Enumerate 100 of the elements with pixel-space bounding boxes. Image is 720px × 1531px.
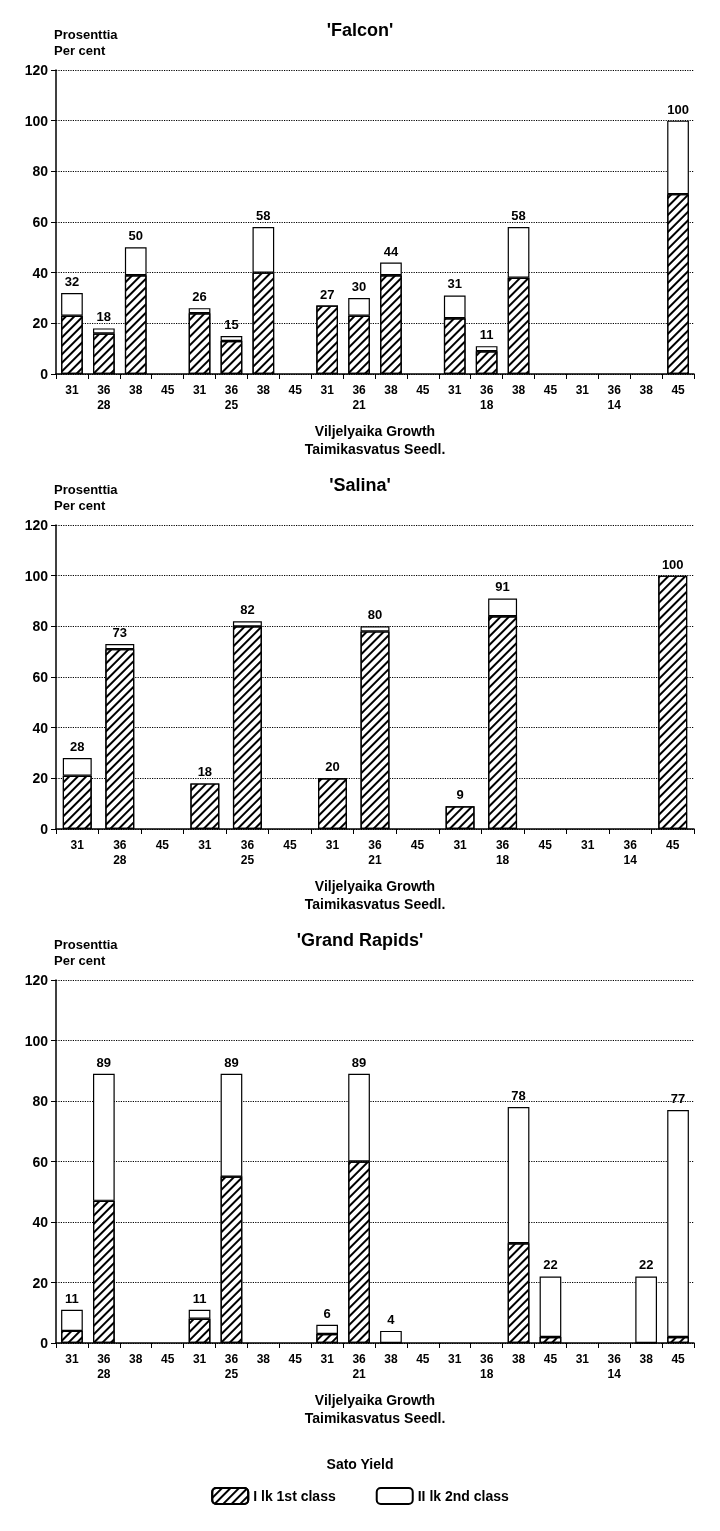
total-label: 82	[240, 602, 255, 618]
x-tick-label: 36 14	[607, 382, 622, 412]
y-tick-label: 100	[24, 1032, 49, 1049]
total-label: 26	[192, 289, 207, 305]
x-tick-label: 45	[416, 1351, 430, 1366]
y-tick-label: 20	[32, 770, 49, 787]
y-tick-label: 0	[40, 366, 49, 382]
x-tick-label: 31	[453, 837, 468, 852]
total-label: 11	[479, 327, 494, 343]
y-axis-title: Prosenttia Per cent	[54, 936, 119, 968]
x-tick-label: 36 25	[224, 382, 239, 412]
total-label: 44	[383, 243, 399, 259]
y-tick-label: 120	[24, 62, 49, 78]
total-label: 30	[351, 279, 367, 294]
x-tick-label: 31	[70, 837, 85, 852]
x-tick-label: 31	[575, 1351, 590, 1366]
y-tick-label: 0	[40, 821, 49, 837]
x-tick-label: 31	[580, 837, 595, 852]
y-tick-label: 100	[24, 112, 49, 129]
x-tick-label: 36 25	[240, 837, 255, 867]
x-tick-label: 36 28	[113, 837, 127, 867]
x-tick-label: 36 28	[97, 1351, 111, 1381]
x-tick-label: 38	[639, 382, 654, 397]
x-tick-label: 45	[160, 382, 175, 397]
x-tick-label: 45	[543, 1351, 558, 1366]
x-tick-label: 31	[320, 1351, 335, 1366]
x-tick-label: 31	[65, 382, 79, 397]
x-tick-label: 38	[129, 382, 143, 397]
total-label: 89	[224, 1054, 239, 1070]
x-tick-label: 31	[325, 837, 340, 852]
y-tick-label: 120	[24, 972, 49, 988]
x-tick-label: 36 14	[607, 1351, 622, 1381]
legend-title: Sato Yield	[326, 1456, 394, 1472]
y-tick-label: 120	[24, 517, 49, 533]
x-tick-label: 36 18	[479, 1351, 494, 1381]
x-tick-label: 45	[416, 382, 430, 397]
x-axis-title: Viljelyaika Growth Taimikasvatus Seedl.	[304, 1392, 446, 1426]
x-tick-label: 36 25	[224, 1351, 239, 1381]
x-tick-label: 36 18	[495, 837, 510, 867]
total-label: 91	[495, 579, 510, 595]
y-tick-label: 0	[40, 1335, 49, 1351]
total-label: 11	[192, 1290, 207, 1306]
x-tick-label: 45	[671, 1351, 686, 1366]
total-label: 89	[96, 1054, 112, 1070]
x-axis-title: Viljelyaika Growth Taimikasvatus Seedl.	[304, 878, 446, 912]
y-tick-label: 100	[24, 567, 49, 584]
x-tick-label: 45	[288, 382, 303, 397]
x-tick-label: 31	[575, 382, 590, 397]
total-label: 32	[64, 273, 80, 289]
x-tick-label: 45	[671, 382, 686, 397]
total-label: 28	[70, 739, 85, 755]
total-label: 77	[670, 1091, 686, 1107]
x-tick-label: 38	[639, 1351, 654, 1366]
x-axis-title: Viljelyaika Growth Taimikasvatus Seedl.	[304, 423, 446, 457]
total-label: 9	[456, 787, 464, 803]
chart-title: 'Salina'	[329, 475, 391, 495]
x-tick-label: 31	[192, 1351, 207, 1366]
y-tick-label: 40	[32, 1214, 49, 1230]
total-label: 4	[387, 1311, 396, 1327]
x-tick-label: 45	[538, 837, 553, 852]
total-label: 58	[256, 208, 271, 224]
total-label: 11	[65, 1290, 79, 1306]
x-tick-label: 31	[448, 1351, 462, 1366]
total-label: 22	[638, 1257, 654, 1273]
x-tick-label: 45	[155, 837, 170, 852]
y-tick-label: 80	[32, 163, 49, 180]
total-label: 58	[511, 208, 526, 224]
y-axis-title: Prosenttia Per cent	[54, 481, 119, 513]
y-tick-label: 60	[32, 1153, 49, 1170]
x-tick-label: 36 21	[368, 837, 382, 867]
y-axis-title: Prosenttia Per cent	[54, 26, 119, 58]
x-tick-label: 36 14	[623, 837, 638, 867]
y-tick-label: 80	[32, 1093, 49, 1109]
x-tick-label: 38	[384, 382, 398, 397]
y-tick-label: 20	[32, 315, 49, 332]
total-label: 20	[325, 759, 340, 775]
total-label: 27	[319, 286, 335, 302]
x-tick-label: 38	[256, 382, 271, 397]
total-label: 6	[323, 1305, 331, 1321]
y-tick-label: 40	[32, 264, 49, 281]
total-label: 80	[367, 607, 383, 623]
x-tick-label: 38	[129, 1351, 143, 1366]
x-tick-label: 31	[320, 382, 335, 397]
y-tick-label: 60	[32, 669, 49, 685]
x-tick-label: 38	[384, 1351, 398, 1366]
y-tick-label: 60	[32, 214, 49, 230]
legend-label: I lk 1st class	[253, 1488, 336, 1504]
x-tick-label: 36 21	[352, 382, 367, 412]
total-label: 15	[224, 317, 239, 332]
x-tick-label: 45	[543, 382, 558, 397]
x-tick-label: 45	[288, 1351, 303, 1366]
y-tick-label: 40	[32, 719, 49, 736]
x-tick-label: 45	[666, 837, 680, 852]
y-tick-label: 80	[32, 618, 49, 635]
x-tick-label: 36 21	[352, 1351, 367, 1381]
chart-title: 'Falcon'	[326, 20, 394, 40]
x-tick-label: 45	[160, 1351, 175, 1366]
x-tick-label: 31	[198, 837, 212, 852]
total-label: 89	[351, 1054, 367, 1070]
x-tick-label: 31	[448, 382, 462, 397]
